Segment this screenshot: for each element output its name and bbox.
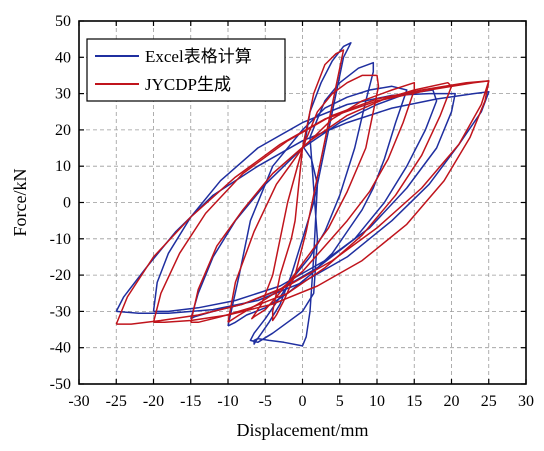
series-layer — [115, 42, 490, 347]
y-axis-title: Force/kN — [10, 169, 30, 237]
y-tick-label: -30 — [50, 303, 71, 320]
x-axis-title: Displacement/mm — [237, 420, 369, 440]
y-tick-label: -50 — [50, 376, 71, 393]
x-tick-label: 0 — [299, 393, 307, 410]
x-tick-label: -25 — [106, 393, 127, 410]
y-tick-label: 40 — [55, 49, 71, 66]
hysteresis-loop — [152, 80, 490, 324]
x-tick-label: -15 — [180, 393, 201, 410]
legend-box — [86, 38, 286, 102]
x-tick-label: 30 — [518, 393, 534, 410]
y-tick-label: 30 — [55, 86, 71, 103]
legend-label-excel: Excel表格计算 — [145, 47, 252, 66]
y-tick-label: -20 — [50, 267, 71, 284]
x-tick-label: 15 — [406, 393, 422, 410]
x-tick-label: 5 — [336, 393, 344, 410]
series-jycdp — [115, 49, 490, 325]
y-tick-label: 10 — [55, 158, 71, 175]
hysteresis-loop — [251, 74, 380, 320]
hysteresis-loop — [227, 81, 416, 323]
y-tick-label: 0 — [63, 195, 71, 212]
hysteresis-loop — [227, 85, 408, 327]
hysteresis-loop — [115, 80, 490, 325]
y-tick-label: -40 — [50, 340, 71, 357]
x-tick-label: 10 — [369, 393, 385, 410]
legend: Excel表格计算 JYCDP生成 — [86, 38, 286, 102]
ticks: -30 -25 -20 -15 -10 -5 0 5 10 15 20 25 30-50-40-30-2… — [50, 13, 534, 410]
x-tick-label: -30 — [68, 393, 89, 410]
x-tick-label: -20 — [143, 393, 164, 410]
y-tick-label: -10 — [50, 231, 71, 248]
y-tick-label: 20 — [55, 122, 71, 139]
y-tick-label: 50 — [55, 13, 71, 30]
hysteresis-loop — [152, 92, 456, 313]
x-tick-label: 20 — [444, 393, 460, 410]
x-tick-label: -5 — [259, 393, 272, 410]
x-tick-label: -10 — [217, 393, 238, 410]
legend-label-jycdp: JYCDP生成 — [145, 75, 231, 94]
hysteresis-loop — [253, 42, 352, 347]
x-tick-label: 25 — [481, 393, 497, 410]
